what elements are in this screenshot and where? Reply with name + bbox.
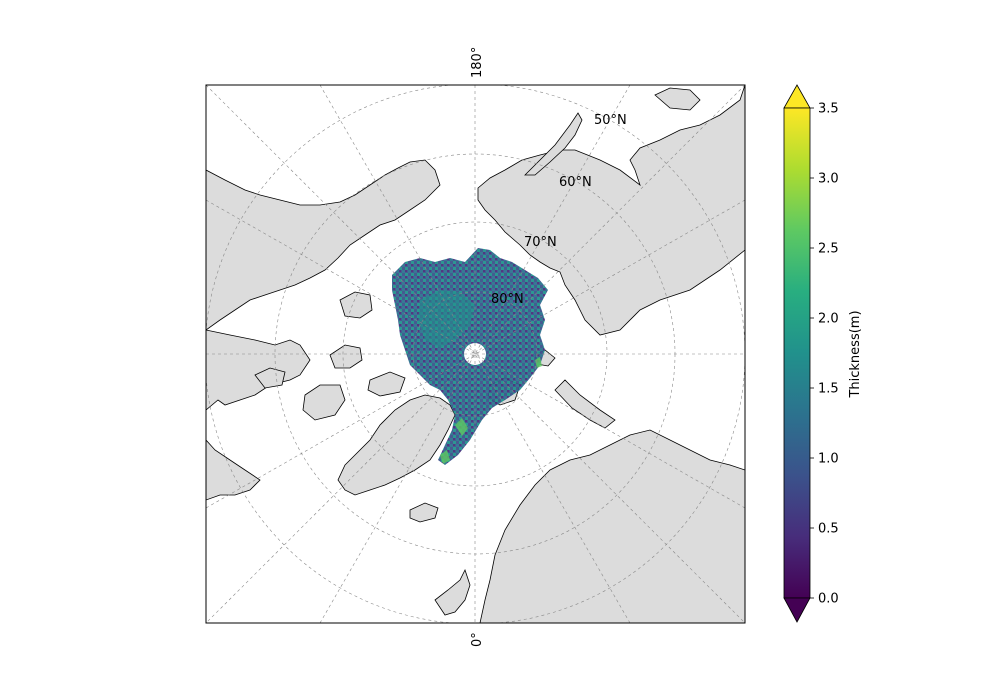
colorbar-extend-max [783,84,811,109]
colorbar-tick-label: 2.5 [818,242,839,257]
land-alaska [206,159,441,331]
land-scandinavia [479,429,745,623]
colorbar-tick-label: 0.0 [818,592,839,607]
map-frame [205,84,746,624]
sea-ice-thickness [392,248,548,465]
land-siberia [477,85,745,336]
land-hudson [206,439,261,501]
meridian-135 [206,85,745,623]
land-island-5 [254,367,286,389]
land-iceland [409,502,439,523]
land-kamchatka [524,112,583,176]
land-novaya-zemlya [554,379,616,429]
land-greenland [337,394,456,496]
land-masses [206,85,745,623]
colorbar-tick-label: 3.5 [818,102,839,117]
colorbar-tick-label: 2.0 [818,312,839,327]
colorbar-extend-min [783,597,811,623]
pole-hole [464,343,486,365]
lat-label-60: 60°N [559,175,592,190]
lat-label-80: 80°N [491,292,524,307]
meridian-60b [206,199,745,509]
land-island-4 [367,371,406,397]
colorbar-tick-label: 1.5 [818,382,839,397]
land-island-3 [339,291,373,319]
graticule [206,85,745,623]
meridian-60a [206,199,745,509]
land-uk [434,568,471,616]
colorbar-gradient [783,107,811,599]
lat-label-70: 70°N [524,235,557,250]
lat-label-50: 50°N [594,113,627,128]
sea-ice-thick-core [418,290,475,348]
colorbar: 0.0 0.5 1.0 1.5 2.0 2.5 3.0 3.5 Thickness(m) [783,84,863,623]
lon-label-top: 180° [470,47,485,78]
land-far-east-tip [654,87,701,111]
map-panel: 50°N 60°N 70°N 80°N [206,85,745,623]
land-canada [206,329,311,411]
land-island-1 [302,384,346,421]
colorbar-tick-label: 1.0 [818,452,839,467]
colorbar-tick-label: 3.0 [818,172,839,187]
colorbar-ticks: 0.0 0.5 1.0 1.5 2.0 2.5 3.0 3.5 [810,102,839,607]
lon-label-bottom: 0° [470,632,485,647]
colorbar-label: Thickness(m) [848,310,863,398]
meridian-30b [319,85,631,623]
meridian-30a [319,85,631,623]
land-island-2 [329,344,363,369]
lat-circle-70 [342,221,608,487]
colorbar-tick-label: 0.5 [818,522,839,537]
